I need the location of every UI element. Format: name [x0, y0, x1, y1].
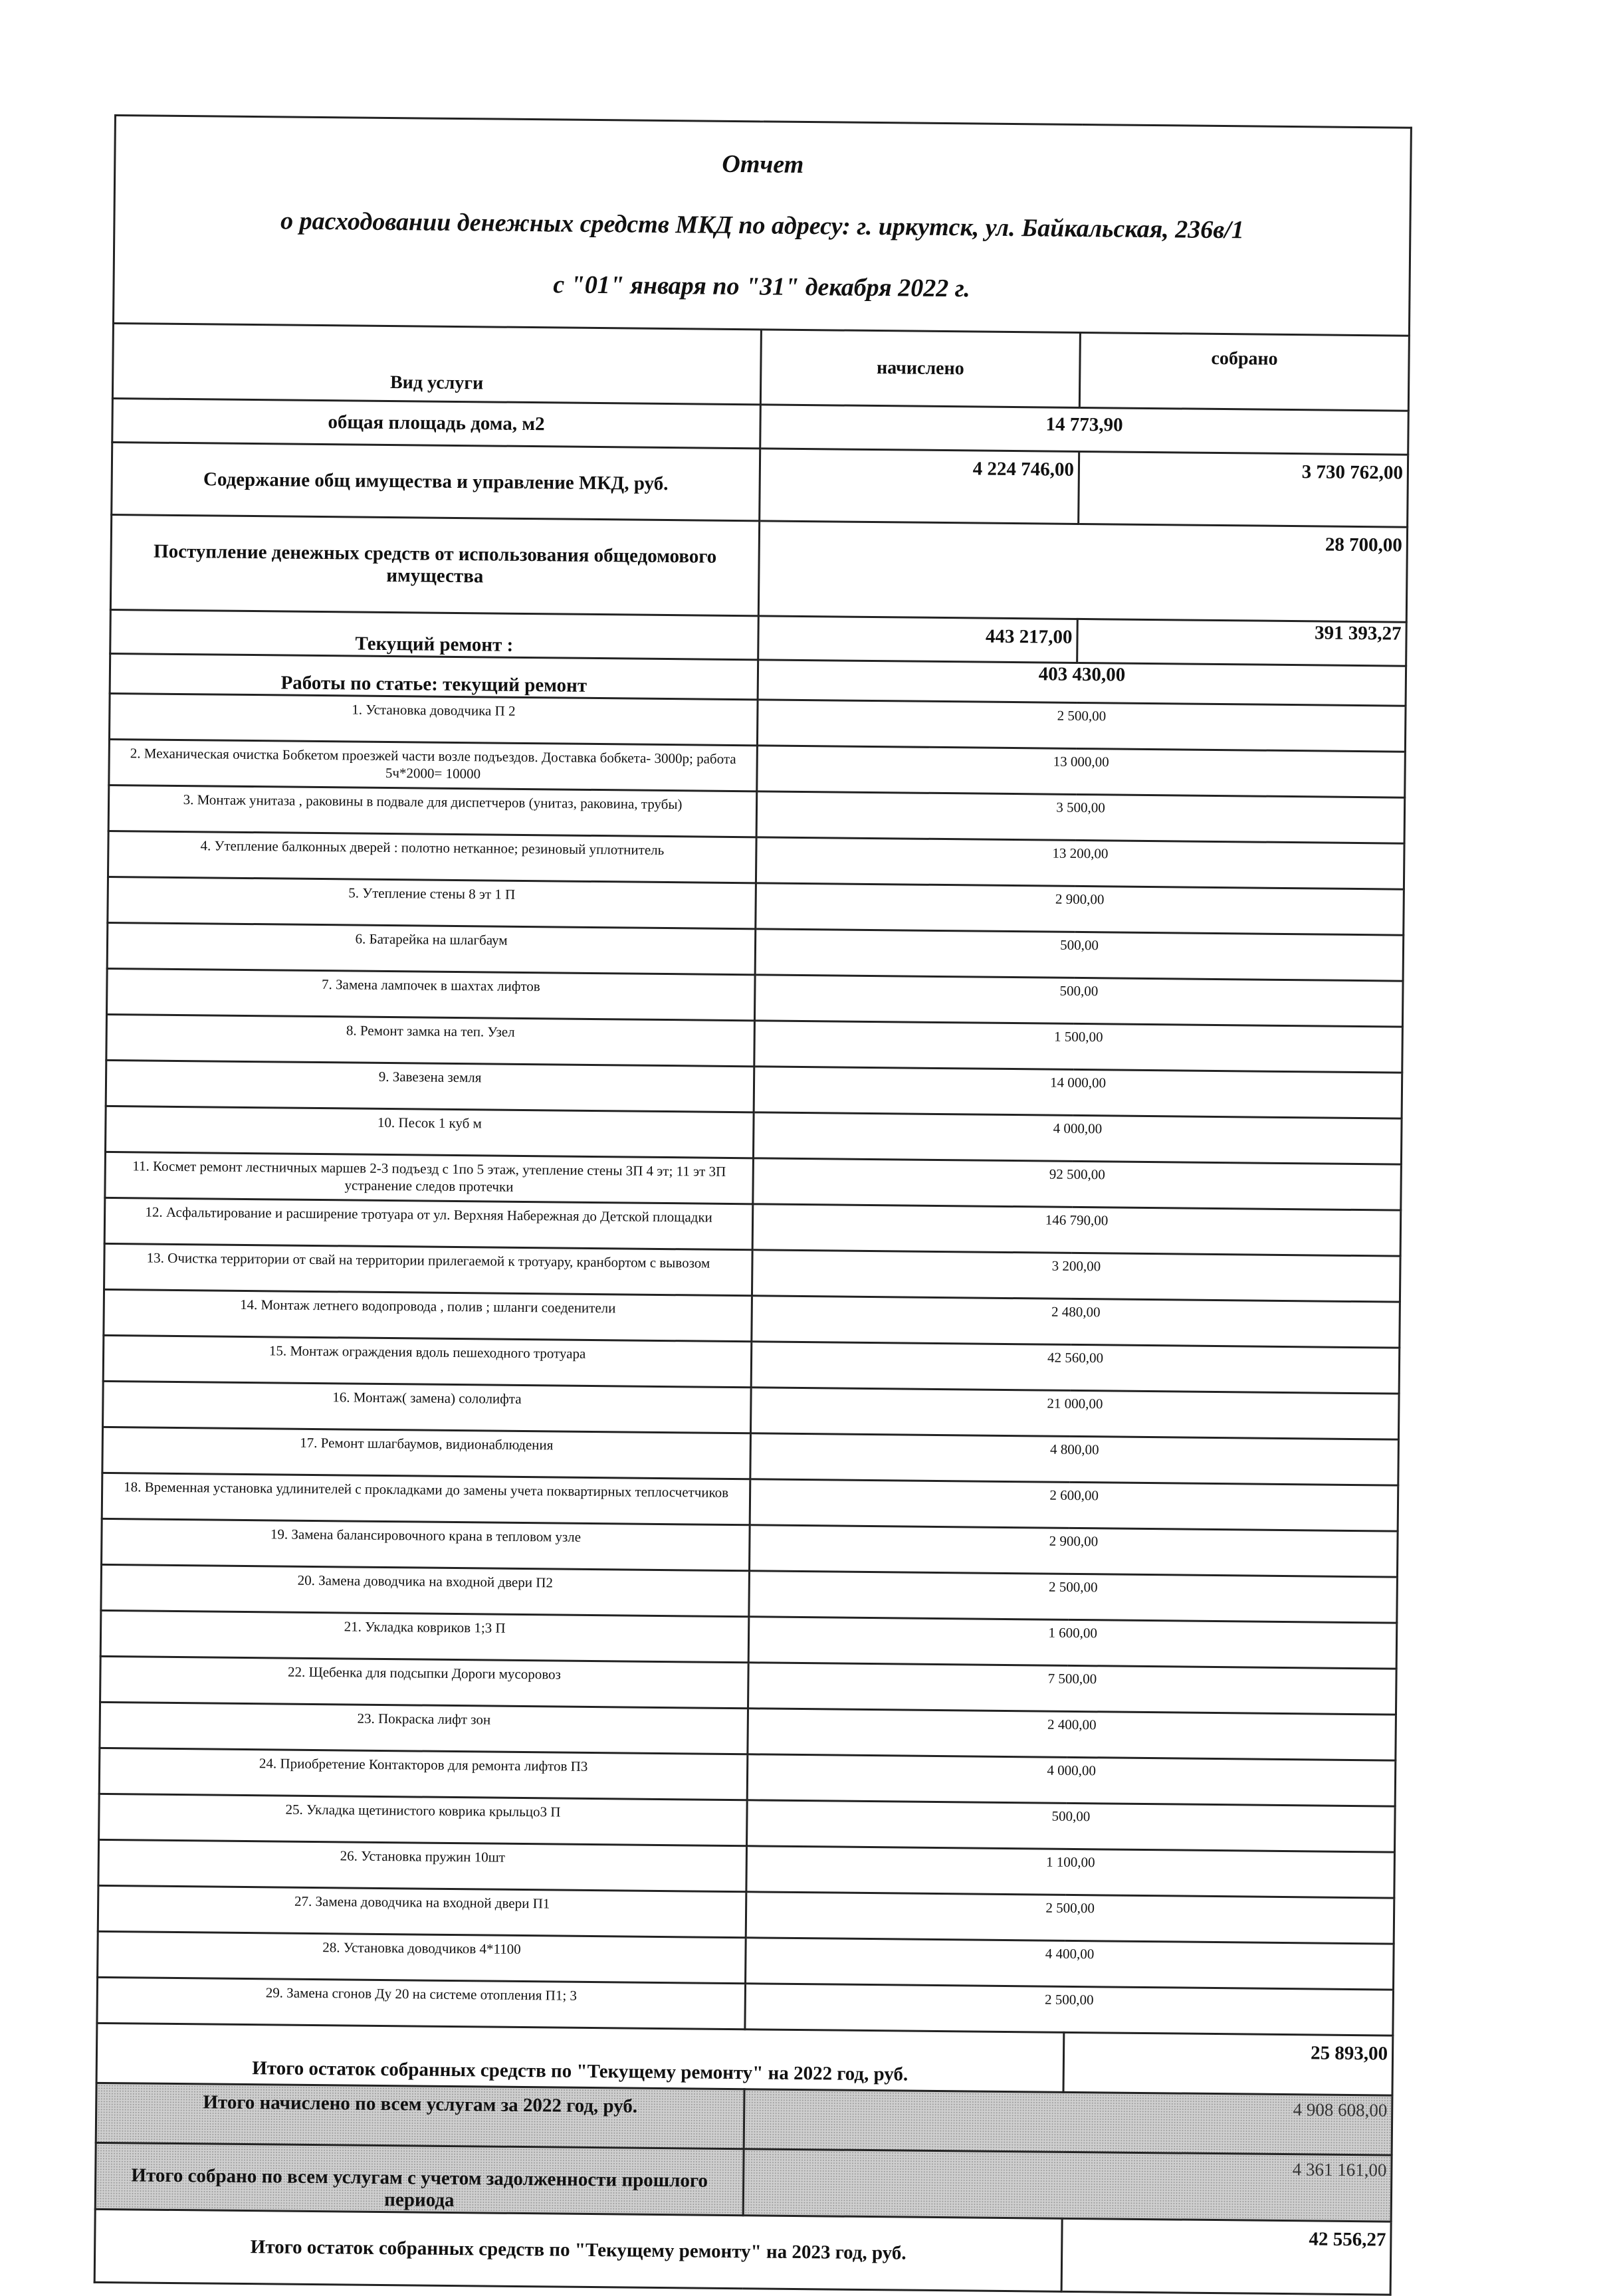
balance-2022-value: 25 893,00	[1063, 2032, 1393, 2096]
collected-all-label: Итого собрано по всем услугам с учетом з…	[95, 2142, 744, 2216]
work-item-label: 3. Монтаж унитаза , раковины в подвале д…	[108, 785, 757, 837]
work-item-label: 18. Временная установка удлинителей с пр…	[102, 1473, 750, 1525]
work-item-label: 23. Покраска лифт зон	[99, 1702, 748, 1754]
work-item-value: 92 500,00	[752, 1158, 1402, 1211]
work-item-value: 500,00	[755, 928, 1404, 982]
report-table: Отчет о расходовании денежных средств МК…	[94, 114, 1412, 2296]
work-item-value: 7 500,00	[748, 1662, 1397, 1715]
current-repair-label: Текущий ремонт :	[110, 609, 759, 660]
repair-works-value: 403 430,00	[758, 659, 1406, 706]
work-item-value: 2 500,00	[748, 1570, 1398, 1623]
work-item-label: 4. Утепление балконных дверей : полотно …	[108, 831, 757, 883]
col-charged: начислено	[760, 329, 1081, 408]
work-item-label: 16. Монтаж( замена) сололифта	[102, 1381, 752, 1433]
work-item-label: 15. Монтаж ограждения вдоль пешеходного …	[103, 1335, 752, 1388]
current-repair-collected: 391 393,27	[1077, 619, 1407, 667]
work-item-value: 1 100,00	[746, 1845, 1395, 1899]
work-item-value: 13 200,00	[756, 837, 1405, 890]
work-item-label: 29. Замена сгонов Ду 20 на системе отопл…	[96, 1977, 746, 2030]
collected-all-row: Итого собрано по всем услугам с учетом з…	[95, 2142, 1392, 2222]
area-label: общая площадь дома, м2	[112, 398, 761, 449]
work-item-label: 19. Замена балансировочного крана в тепл…	[101, 1518, 750, 1571]
work-item-label: 17. Ремонт шлагбаумов, видионаблюдения	[102, 1427, 751, 1479]
work-item-value: 3 500,00	[756, 791, 1405, 844]
work-item-value: 13 000,00	[756, 745, 1406, 798]
work-item-label: 1. Установка доводчика П 2	[109, 693, 758, 746]
work-item-value: 42 560,00	[751, 1341, 1400, 1394]
work-item-label: 28. Установка доводчиков 4*1100	[97, 1931, 746, 1984]
work-item-label: 2. Механическая очистка Бобкетом проезже…	[108, 739, 758, 791]
charged-all-value: 4 908 608,00	[744, 2089, 1393, 2156]
work-item-label: 13. Очистка территории от свай на террит…	[104, 1243, 753, 1296]
work-item-value: 1 600,00	[748, 1616, 1397, 1669]
col-service: Вид услуги	[112, 323, 762, 405]
work-item-value: 3 200,00	[752, 1249, 1401, 1303]
work-item-label: 24. Приобретение Контакторов для ремонта…	[99, 1748, 748, 1800]
report-period: с "01" января по "31" декабря 2022 г.	[553, 270, 970, 303]
work-item-label: 20. Замена доводчика на входной двери П2	[100, 1564, 750, 1617]
work-item-label: 8. Ремонт замка на теп. Узел	[106, 1014, 755, 1067]
work-item-value: 2 480,00	[751, 1295, 1400, 1348]
work-item-label: 25. Укладка щетинистого коврика крыльцо3…	[98, 1794, 748, 1846]
balance-2023-label: Итого остаток собранных средств по "Теку…	[94, 2209, 1063, 2292]
work-item-value: 2 500,00	[746, 1891, 1394, 1944]
balance-2022-label: Итого остаток собранных средств по "Теку…	[96, 2023, 1064, 2093]
income-row: Поступление денежных средств от использо…	[110, 514, 1408, 623]
work-item-value: 14 000,00	[754, 1066, 1402, 1119]
work-item-value: 2 500,00	[744, 1983, 1394, 2036]
area-value: 14 773,90	[760, 404, 1409, 455]
work-item-label: 14. Монтаж летнего водопровода , полив ;…	[103, 1289, 752, 1342]
collected-all-value: 4 361 161,00	[743, 2148, 1392, 2222]
income-value: 28 700,00	[758, 520, 1408, 623]
work-item-label: 5. Утепление стены 8 эт 1 П	[107, 877, 756, 929]
work-item-value: 2 900,00	[749, 1524, 1398, 1578]
work-item-label: 7. Замена лампочек в шахтах лифтов	[106, 968, 756, 1021]
work-item-label: 22. Щебенка для подсыпки Дороги мусорово…	[100, 1656, 749, 1709]
col-collected: собрано	[1079, 332, 1410, 411]
work-item-label: 9. Завезена земля	[106, 1060, 754, 1112]
title-row: Отчет о расходовании денежных средств МК…	[113, 115, 1412, 336]
balance-2023-row: Итого остаток собранных средств по "Теку…	[94, 2209, 1392, 2295]
report-document: Отчет о расходовании денежных средств МК…	[94, 114, 1412, 2296]
work-item-value: 2 900,00	[755, 883, 1404, 936]
work-item-value: 4 400,00	[745, 1937, 1394, 1990]
work-item-value: 2 600,00	[750, 1479, 1398, 1532]
work-item-value: 4 800,00	[750, 1433, 1399, 1486]
work-item-label: 27. Замена доводчика на входной двери П1	[98, 1885, 746, 1938]
work-item-label: 26. Установка пружин 10шт	[98, 1839, 747, 1892]
work-item-value: 146 790,00	[752, 1203, 1401, 1257]
work-item-value: 2 400,00	[747, 1708, 1396, 1761]
work-item-value: 21 000,00	[750, 1387, 1400, 1440]
maintenance-collected: 3 730 762,00	[1078, 451, 1408, 528]
work-item-label: 12. Асфальтирование и расширение тротуар…	[104, 1198, 753, 1250]
work-item-label: 11. Космет ремонт лестничных маршев 2-3 …	[104, 1152, 754, 1204]
work-item-value: 500,00	[746, 1800, 1396, 1853]
maintenance-row: Содержание общ имущества и управление МК…	[111, 442, 1408, 528]
column-header-row: Вид услуги начислено собрано	[112, 323, 1410, 411]
income-label: Поступление денежных средств от использо…	[110, 514, 760, 616]
work-item-label: 21. Укладка ковриков 1;3 П	[100, 1610, 749, 1663]
work-item-label: 10. Песок 1 куб м	[105, 1106, 754, 1158]
charged-all-label: Итого начислено по всем услугам за 2022 …	[96, 2083, 745, 2149]
work-item-value: 2 500,00	[757, 699, 1406, 752]
repair-works-label: Работы по статье: текущий ремонт	[110, 653, 758, 700]
maintenance-charged: 4 224 746,00	[759, 448, 1079, 524]
report-subtitle: о расходовании денежных средств МКД по а…	[280, 207, 1245, 245]
current-repair-charged: 443 217,00	[758, 615, 1078, 663]
maintenance-label: Содержание общ имущества и управление МК…	[111, 442, 760, 521]
work-item-value: 4 000,00	[747, 1754, 1396, 1807]
work-item-value: 4 000,00	[753, 1112, 1402, 1165]
work-item-value: 1 500,00	[754, 1020, 1403, 1073]
work-item-label: 6. Батарейка на шлагбаум	[107, 922, 756, 975]
work-item-value: 500,00	[754, 974, 1404, 1027]
